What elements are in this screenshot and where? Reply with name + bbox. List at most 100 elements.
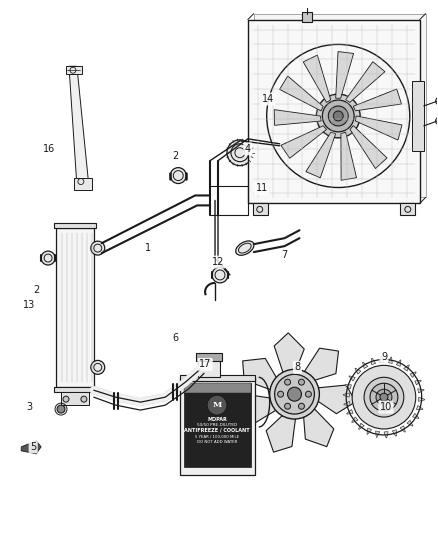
Circle shape: [207, 395, 227, 415]
Polygon shape: [418, 389, 424, 393]
Polygon shape: [198, 359, 220, 377]
Text: M: M: [212, 401, 222, 409]
Polygon shape: [353, 89, 402, 111]
Circle shape: [63, 396, 69, 402]
Polygon shape: [56, 228, 94, 387]
Polygon shape: [274, 110, 321, 125]
Polygon shape: [21, 441, 41, 454]
Text: 8: 8: [294, 362, 300, 373]
Text: 11: 11: [256, 183, 268, 193]
Circle shape: [212, 267, 228, 283]
Polygon shape: [343, 393, 350, 397]
Polygon shape: [180, 375, 255, 381]
Text: 9: 9: [381, 352, 387, 362]
Text: 17: 17: [199, 359, 211, 369]
Circle shape: [227, 140, 253, 166]
Polygon shape: [346, 409, 353, 414]
Polygon shape: [61, 392, 89, 405]
Circle shape: [436, 117, 438, 125]
Circle shape: [275, 374, 314, 414]
Text: MOPAR: MOPAR: [207, 416, 227, 422]
Text: 7: 7: [282, 250, 288, 260]
Polygon shape: [274, 333, 304, 372]
Polygon shape: [413, 413, 419, 418]
Text: 5 YEAR / 100,000 MILE: 5 YEAR / 100,000 MILE: [195, 435, 239, 439]
Polygon shape: [184, 383, 251, 467]
Polygon shape: [384, 432, 388, 438]
Polygon shape: [66, 66, 82, 74]
Polygon shape: [418, 397, 424, 401]
Text: DO NOT ADD WATER: DO NOT ADD WATER: [197, 440, 237, 444]
Circle shape: [370, 383, 398, 411]
Polygon shape: [336, 52, 353, 98]
Polygon shape: [371, 358, 376, 365]
Polygon shape: [254, 14, 426, 197]
Polygon shape: [74, 177, 92, 190]
Polygon shape: [400, 204, 415, 215]
Polygon shape: [407, 420, 413, 426]
Text: 13: 13: [23, 300, 35, 310]
Polygon shape: [415, 380, 421, 385]
Polygon shape: [184, 383, 251, 393]
Text: 14: 14: [261, 94, 274, 104]
Circle shape: [278, 391, 283, 397]
Circle shape: [285, 403, 290, 409]
Circle shape: [298, 403, 304, 409]
Polygon shape: [410, 372, 416, 377]
Text: 2: 2: [33, 285, 39, 295]
Polygon shape: [380, 357, 384, 362]
Polygon shape: [417, 406, 423, 409]
Circle shape: [298, 379, 304, 385]
Polygon shape: [318, 385, 356, 414]
Circle shape: [333, 111, 343, 121]
Polygon shape: [412, 81, 424, 151]
Polygon shape: [376, 431, 380, 437]
Polygon shape: [303, 55, 331, 102]
Polygon shape: [355, 116, 402, 140]
Polygon shape: [350, 126, 387, 168]
Polygon shape: [196, 353, 222, 361]
Polygon shape: [279, 76, 323, 111]
Polygon shape: [346, 62, 385, 102]
Text: 16: 16: [43, 144, 55, 154]
Circle shape: [91, 360, 105, 374]
Circle shape: [364, 377, 404, 417]
Text: 12: 12: [212, 257, 224, 267]
Text: 5: 5: [30, 442, 36, 452]
Circle shape: [316, 94, 360, 138]
Polygon shape: [236, 395, 276, 425]
Polygon shape: [243, 358, 276, 390]
Circle shape: [328, 106, 348, 126]
Text: 50/50 PRE-DILUTED: 50/50 PRE-DILUTED: [197, 423, 237, 427]
Polygon shape: [304, 348, 339, 380]
Circle shape: [288, 387, 301, 401]
Polygon shape: [303, 12, 312, 21]
Polygon shape: [344, 401, 350, 406]
Circle shape: [81, 396, 87, 402]
Text: 10: 10: [380, 402, 392, 412]
Circle shape: [322, 100, 354, 132]
Polygon shape: [253, 204, 268, 215]
Circle shape: [57, 405, 65, 413]
Text: 1: 1: [145, 243, 152, 253]
Polygon shape: [266, 416, 296, 452]
Text: 3: 3: [26, 402, 32, 412]
Polygon shape: [54, 223, 96, 228]
Polygon shape: [180, 377, 255, 475]
Circle shape: [41, 251, 55, 265]
Polygon shape: [359, 423, 364, 430]
Polygon shape: [69, 66, 89, 185]
Polygon shape: [363, 362, 368, 368]
Circle shape: [380, 393, 388, 401]
Polygon shape: [341, 132, 357, 180]
Circle shape: [305, 391, 311, 397]
Polygon shape: [352, 417, 358, 423]
Circle shape: [376, 389, 392, 405]
Circle shape: [352, 365, 416, 429]
Circle shape: [285, 379, 290, 385]
Ellipse shape: [236, 241, 254, 255]
Polygon shape: [367, 428, 371, 434]
Text: 2: 2: [172, 151, 178, 161]
Polygon shape: [355, 368, 361, 374]
Polygon shape: [396, 360, 401, 366]
